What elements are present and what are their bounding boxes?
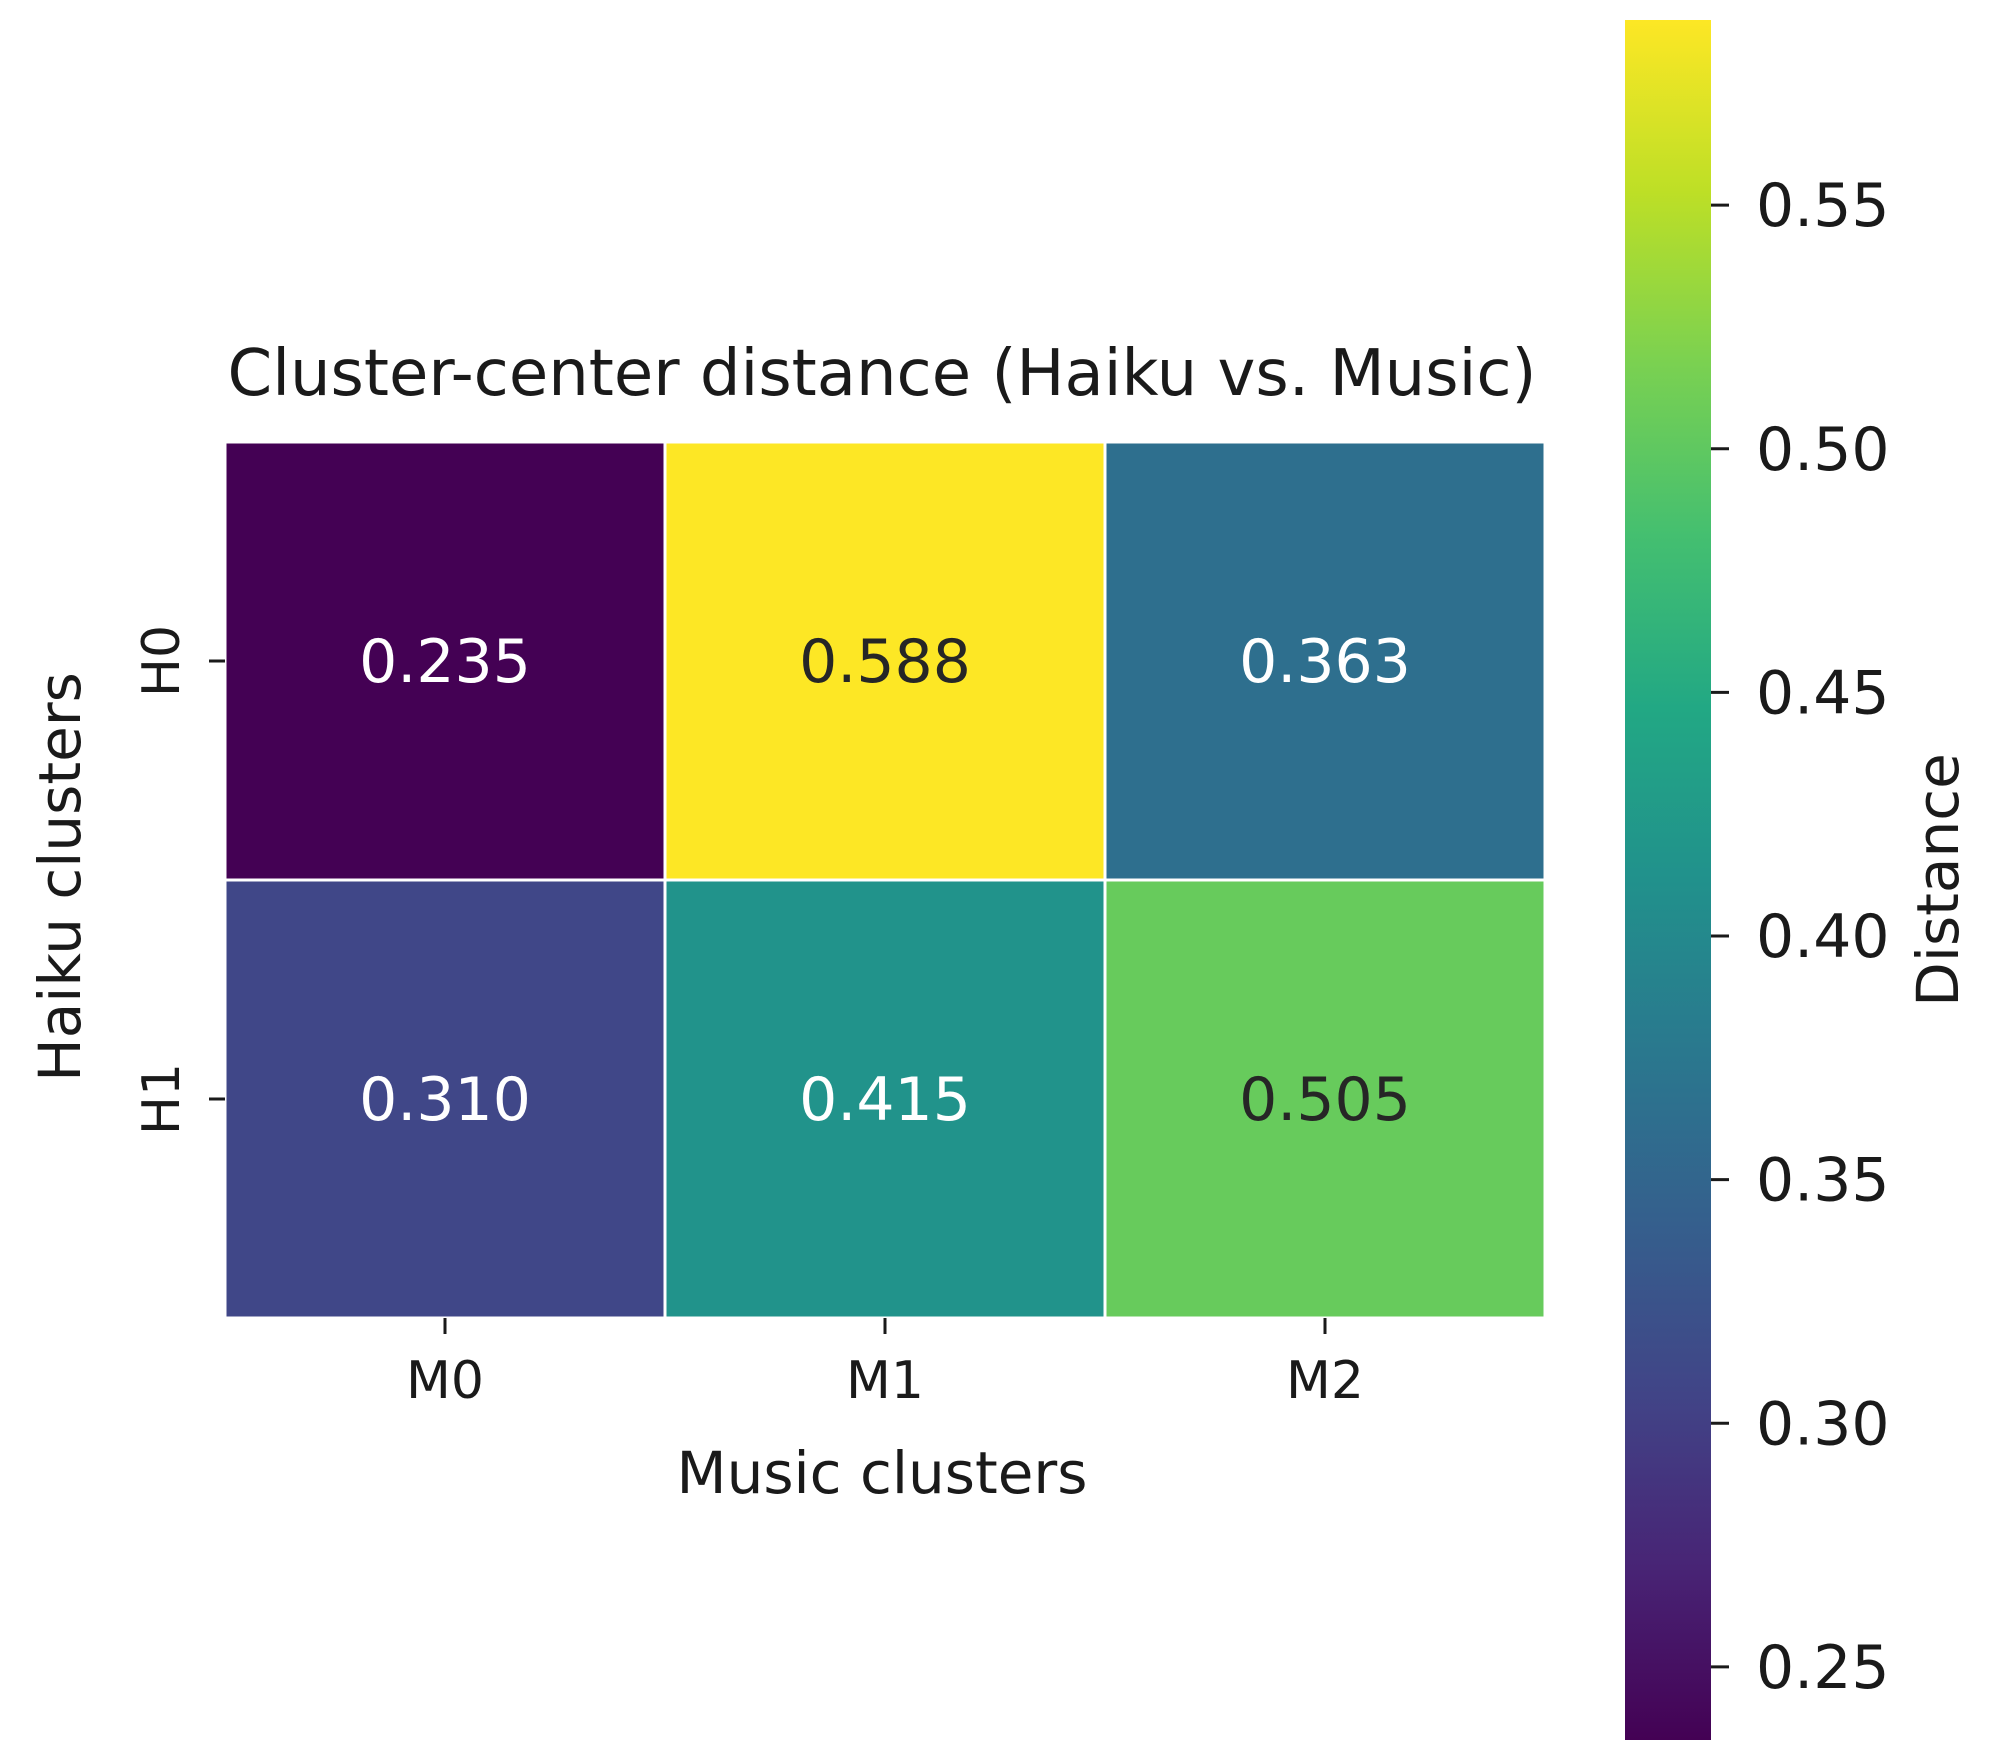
cell-value-label: 0.588: [799, 627, 971, 697]
heatmap-cell-labels: 0.235 0.588 0.363 0.310 0.415 0.505: [359, 627, 1411, 1135]
colorbar-tick-label: 0.50: [1756, 415, 1890, 485]
heatmap-cell: [663, 440, 1107, 882]
colorbar-tick-label: 0.40: [1756, 902, 1890, 972]
colorbar-tick-label: 0.25: [1756, 1633, 1890, 1703]
x-tick-label: M2: [1286, 1351, 1364, 1411]
cell-value-label: 0.310: [359, 1065, 531, 1135]
colorbar-ticks: 0.25 0.30 0.35 0.40 0.45 0.50 0.55: [1711, 171, 1890, 1703]
x-tick-label: M0: [406, 1351, 484, 1411]
colorbar: [1625, 20, 1711, 1740]
colorbar-tick-label: 0.45: [1756, 658, 1890, 728]
heatmap-cell: [223, 878, 667, 1320]
heatmap-cells: [223, 440, 1547, 1320]
heatmap-cell: [1103, 440, 1547, 882]
x-axis: M0 M1 M2: [406, 1318, 1364, 1411]
y-tick-label: H0: [132, 625, 192, 697]
y-axis: H0 H1: [132, 625, 225, 1135]
colorbar-tick-label: 0.30: [1756, 1389, 1890, 1459]
cell-value-label: 0.505: [1239, 1065, 1411, 1135]
colorbar-label: Distance: [1904, 753, 1972, 1007]
x-tick-label: M1: [846, 1351, 924, 1411]
heatmap-cell: [223, 440, 667, 882]
cell-value-label: 0.363: [1239, 627, 1411, 697]
colorbar-tick-label: 0.35: [1756, 1146, 1890, 1216]
y-tick-label: H1: [132, 1063, 192, 1135]
cell-value-label: 0.415: [799, 1065, 971, 1135]
chart-title: Cluster-center distance (Haiku vs. Music…: [228, 337, 1537, 411]
heatmap-cell: [1103, 878, 1547, 1320]
x-axis-label: Music clusters: [677, 1439, 1088, 1507]
heatmap-cell: [663, 878, 1107, 1320]
colorbar-tick-label: 0.55: [1756, 171, 1890, 241]
cell-value-label: 0.235: [359, 627, 531, 697]
y-axis-label: Haiku clusters: [26, 672, 94, 1082]
